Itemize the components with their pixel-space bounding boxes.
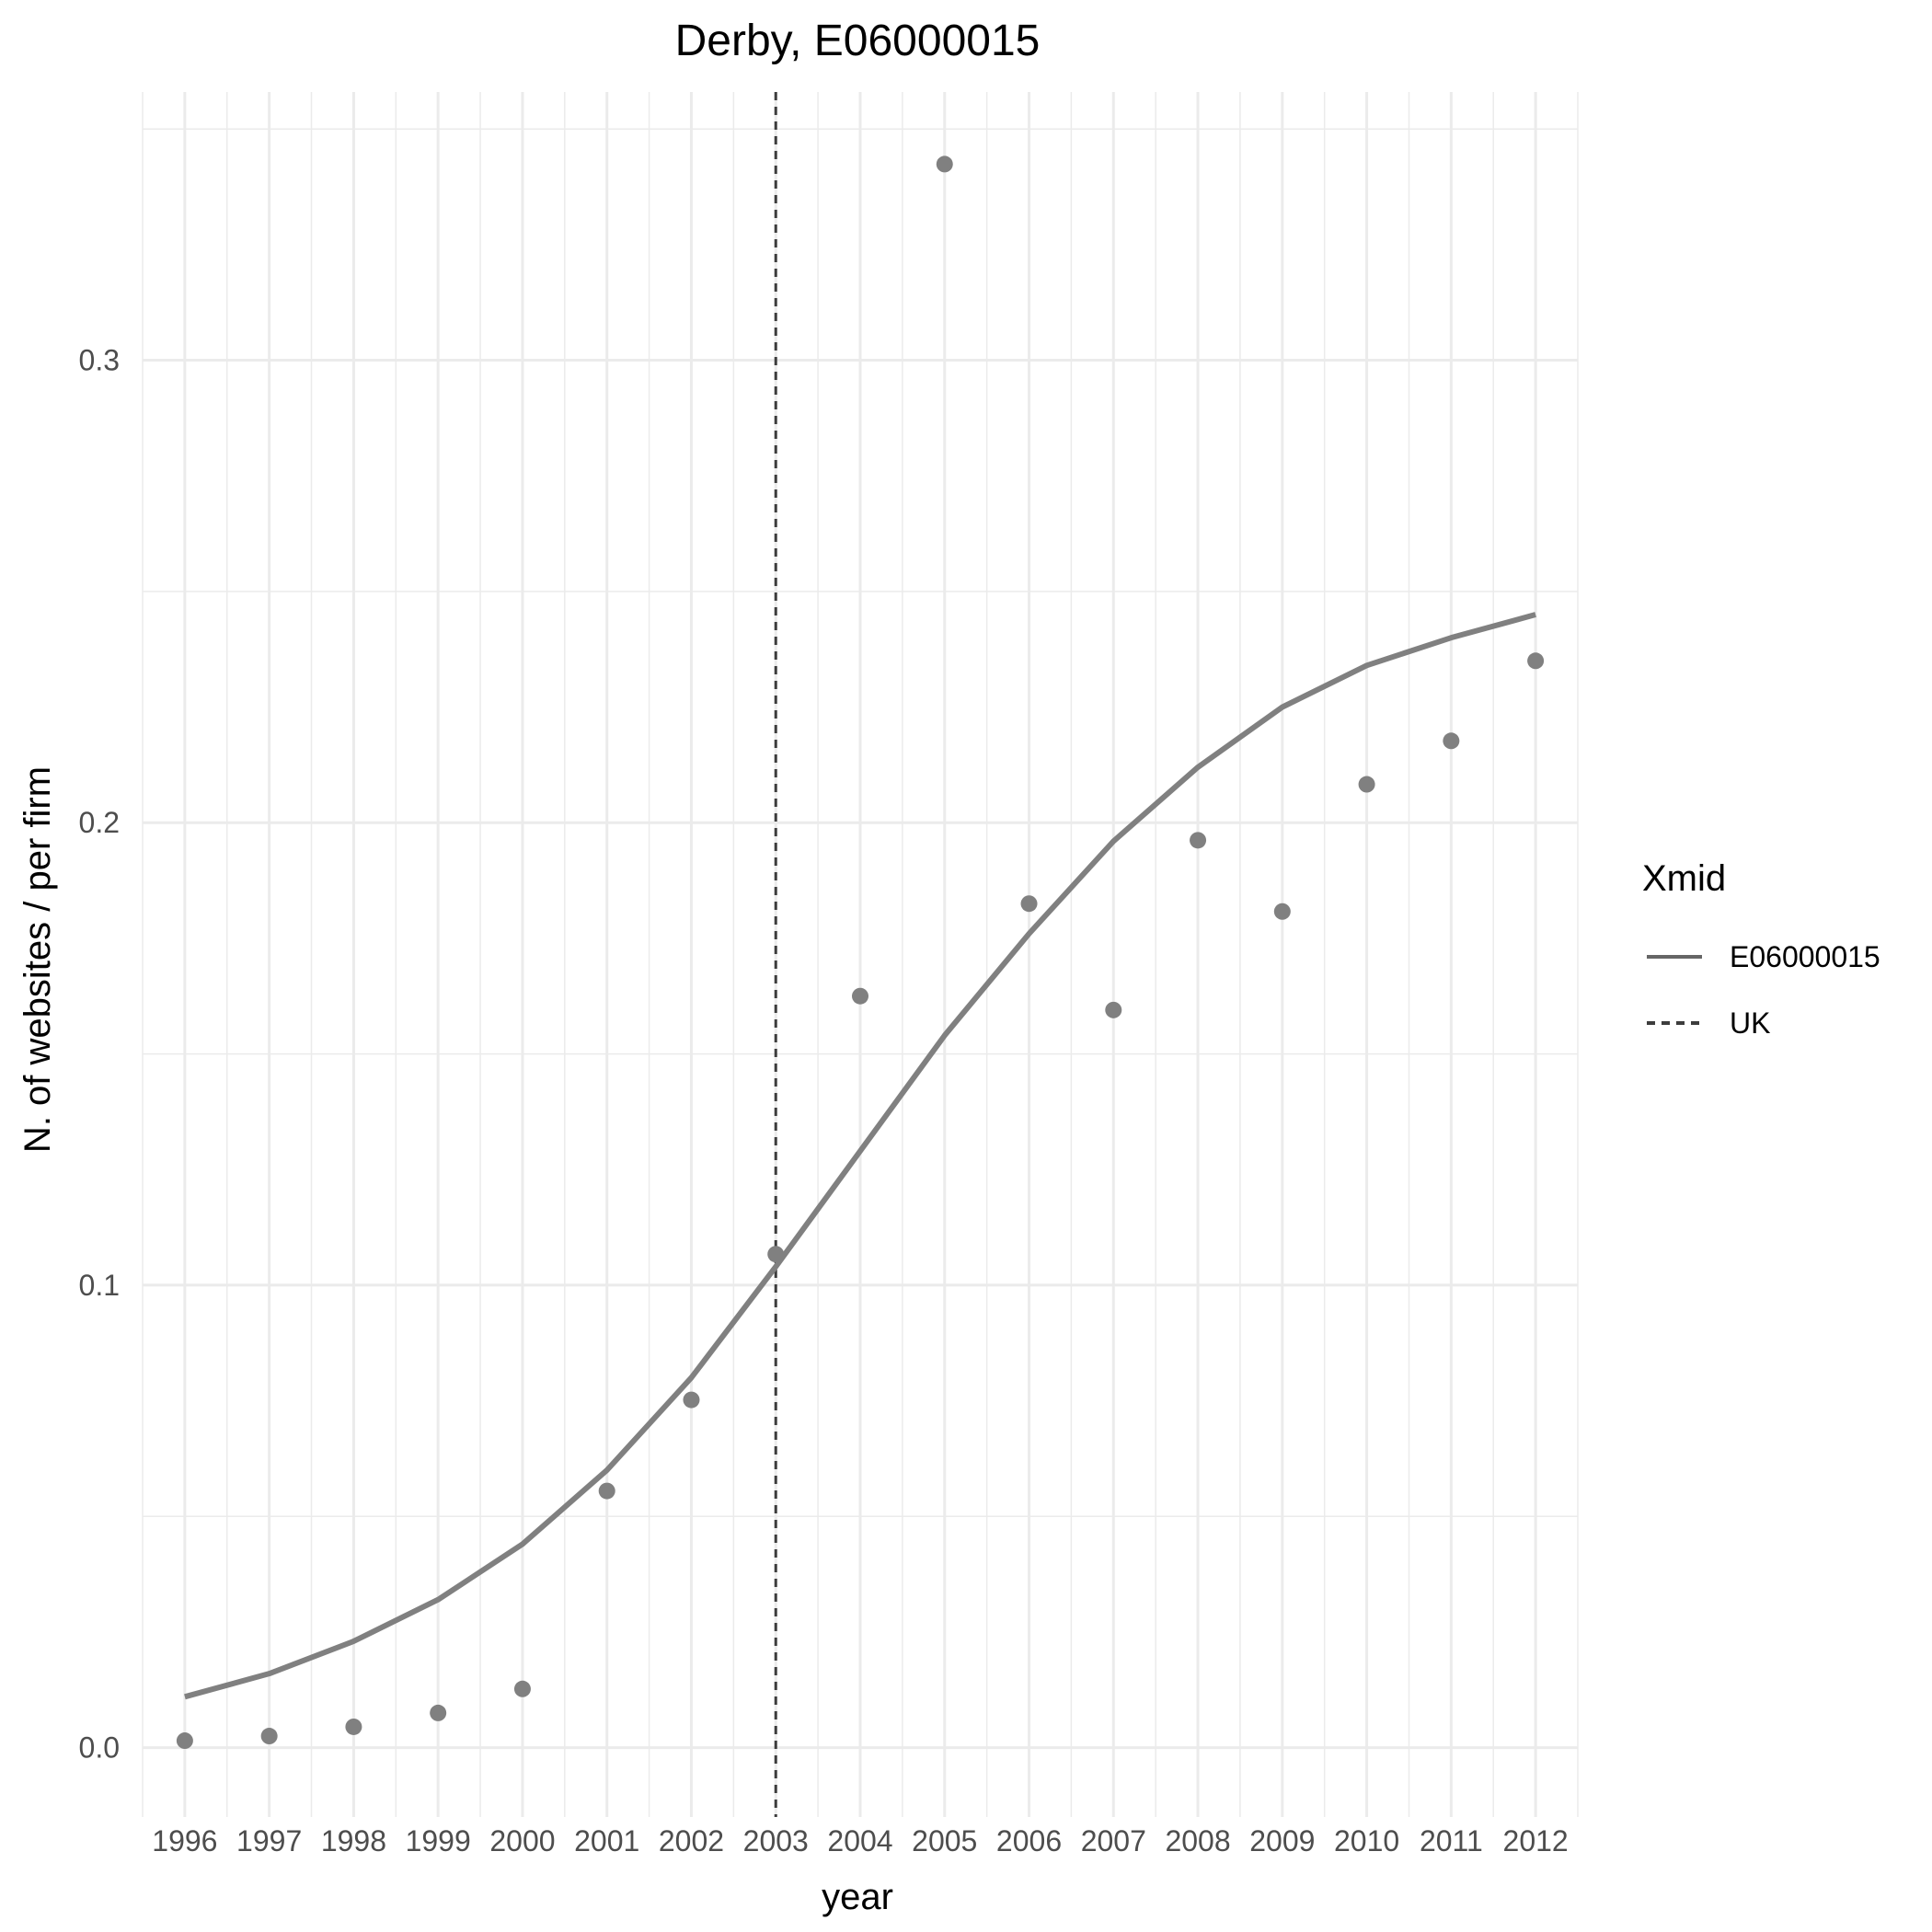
y-tick-labels: 0.0 0.1 0.2 0.3: [79, 344, 120, 1765]
y-tick-label: 0.2: [79, 806, 120, 839]
data-point: [1527, 652, 1545, 670]
x-tick-label: 2005: [912, 1824, 977, 1857]
data-point: [513, 1680, 531, 1697]
data-point: [176, 1732, 193, 1750]
data-point: [1105, 1001, 1122, 1018]
series-lines: [184, 612, 1536, 1700]
x-tick-label: 2006: [996, 1824, 1062, 1857]
data-point: [1020, 895, 1038, 913]
x-tick-label: 2002: [659, 1824, 724, 1857]
x-tick-labels: 1996 1997 1998 1999 2000 2001 2002 2003 2004 2005…: [152, 1824, 1568, 1857]
x-tick-label: 2000: [489, 1824, 555, 1857]
x-tick-label: 2007: [1081, 1824, 1146, 1857]
major-gridlines: [143, 92, 1578, 1817]
x-tick-label: 1998: [321, 1824, 386, 1857]
y-tick-label: 0.1: [79, 1269, 120, 1302]
data-point: [430, 1704, 447, 1721]
data-point: [683, 1391, 700, 1409]
x-tick-label: 2003: [743, 1824, 809, 1857]
data-point: [598, 1482, 615, 1500]
legend-label: UK: [1730, 1006, 1770, 1040]
data-point: [1358, 776, 1375, 793]
y-axis-title: N. of websites / per firm: [17, 766, 58, 1153]
y-tick-label: 0.3: [79, 344, 120, 377]
x-tick-label: 1997: [236, 1824, 302, 1857]
data-point: [260, 1728, 278, 1745]
x-tick-label: 1996: [152, 1824, 217, 1857]
legend: Xmid E06000015 UK: [1642, 858, 1880, 1040]
data-points: [176, 155, 1545, 1750]
data-point: [345, 1718, 362, 1735]
series-line-e06000015: [184, 612, 1536, 1700]
data-point: [1273, 903, 1291, 920]
data-point: [767, 1246, 785, 1263]
data-point: [1443, 732, 1460, 750]
x-tick-label: 2001: [574, 1824, 639, 1857]
x-tick-label: 2011: [1420, 1824, 1483, 1857]
data-point: [1190, 832, 1207, 849]
legend-label: E06000015: [1730, 940, 1880, 973]
legend-title: Xmid: [1642, 858, 1726, 899]
data-point: [936, 155, 953, 173]
chart-title: Derby, E06000015: [675, 17, 1041, 65]
x-tick-label: 2012: [1503, 1824, 1569, 1857]
x-tick-label: 2009: [1249, 1824, 1315, 1857]
x-axis-title: year: [822, 1877, 893, 1917]
x-tick-label: 2004: [827, 1824, 892, 1857]
minor-gridlines: [142, 92, 1579, 1817]
y-tick-label: 0.0: [79, 1731, 120, 1765]
x-tick-label: 2008: [1165, 1824, 1230, 1857]
data-point: [852, 987, 868, 1005]
legend-entries: E06000015 UK: [1647, 940, 1880, 1040]
x-tick-label: 2010: [1334, 1824, 1399, 1857]
x-tick-label: 1999: [406, 1824, 471, 1857]
